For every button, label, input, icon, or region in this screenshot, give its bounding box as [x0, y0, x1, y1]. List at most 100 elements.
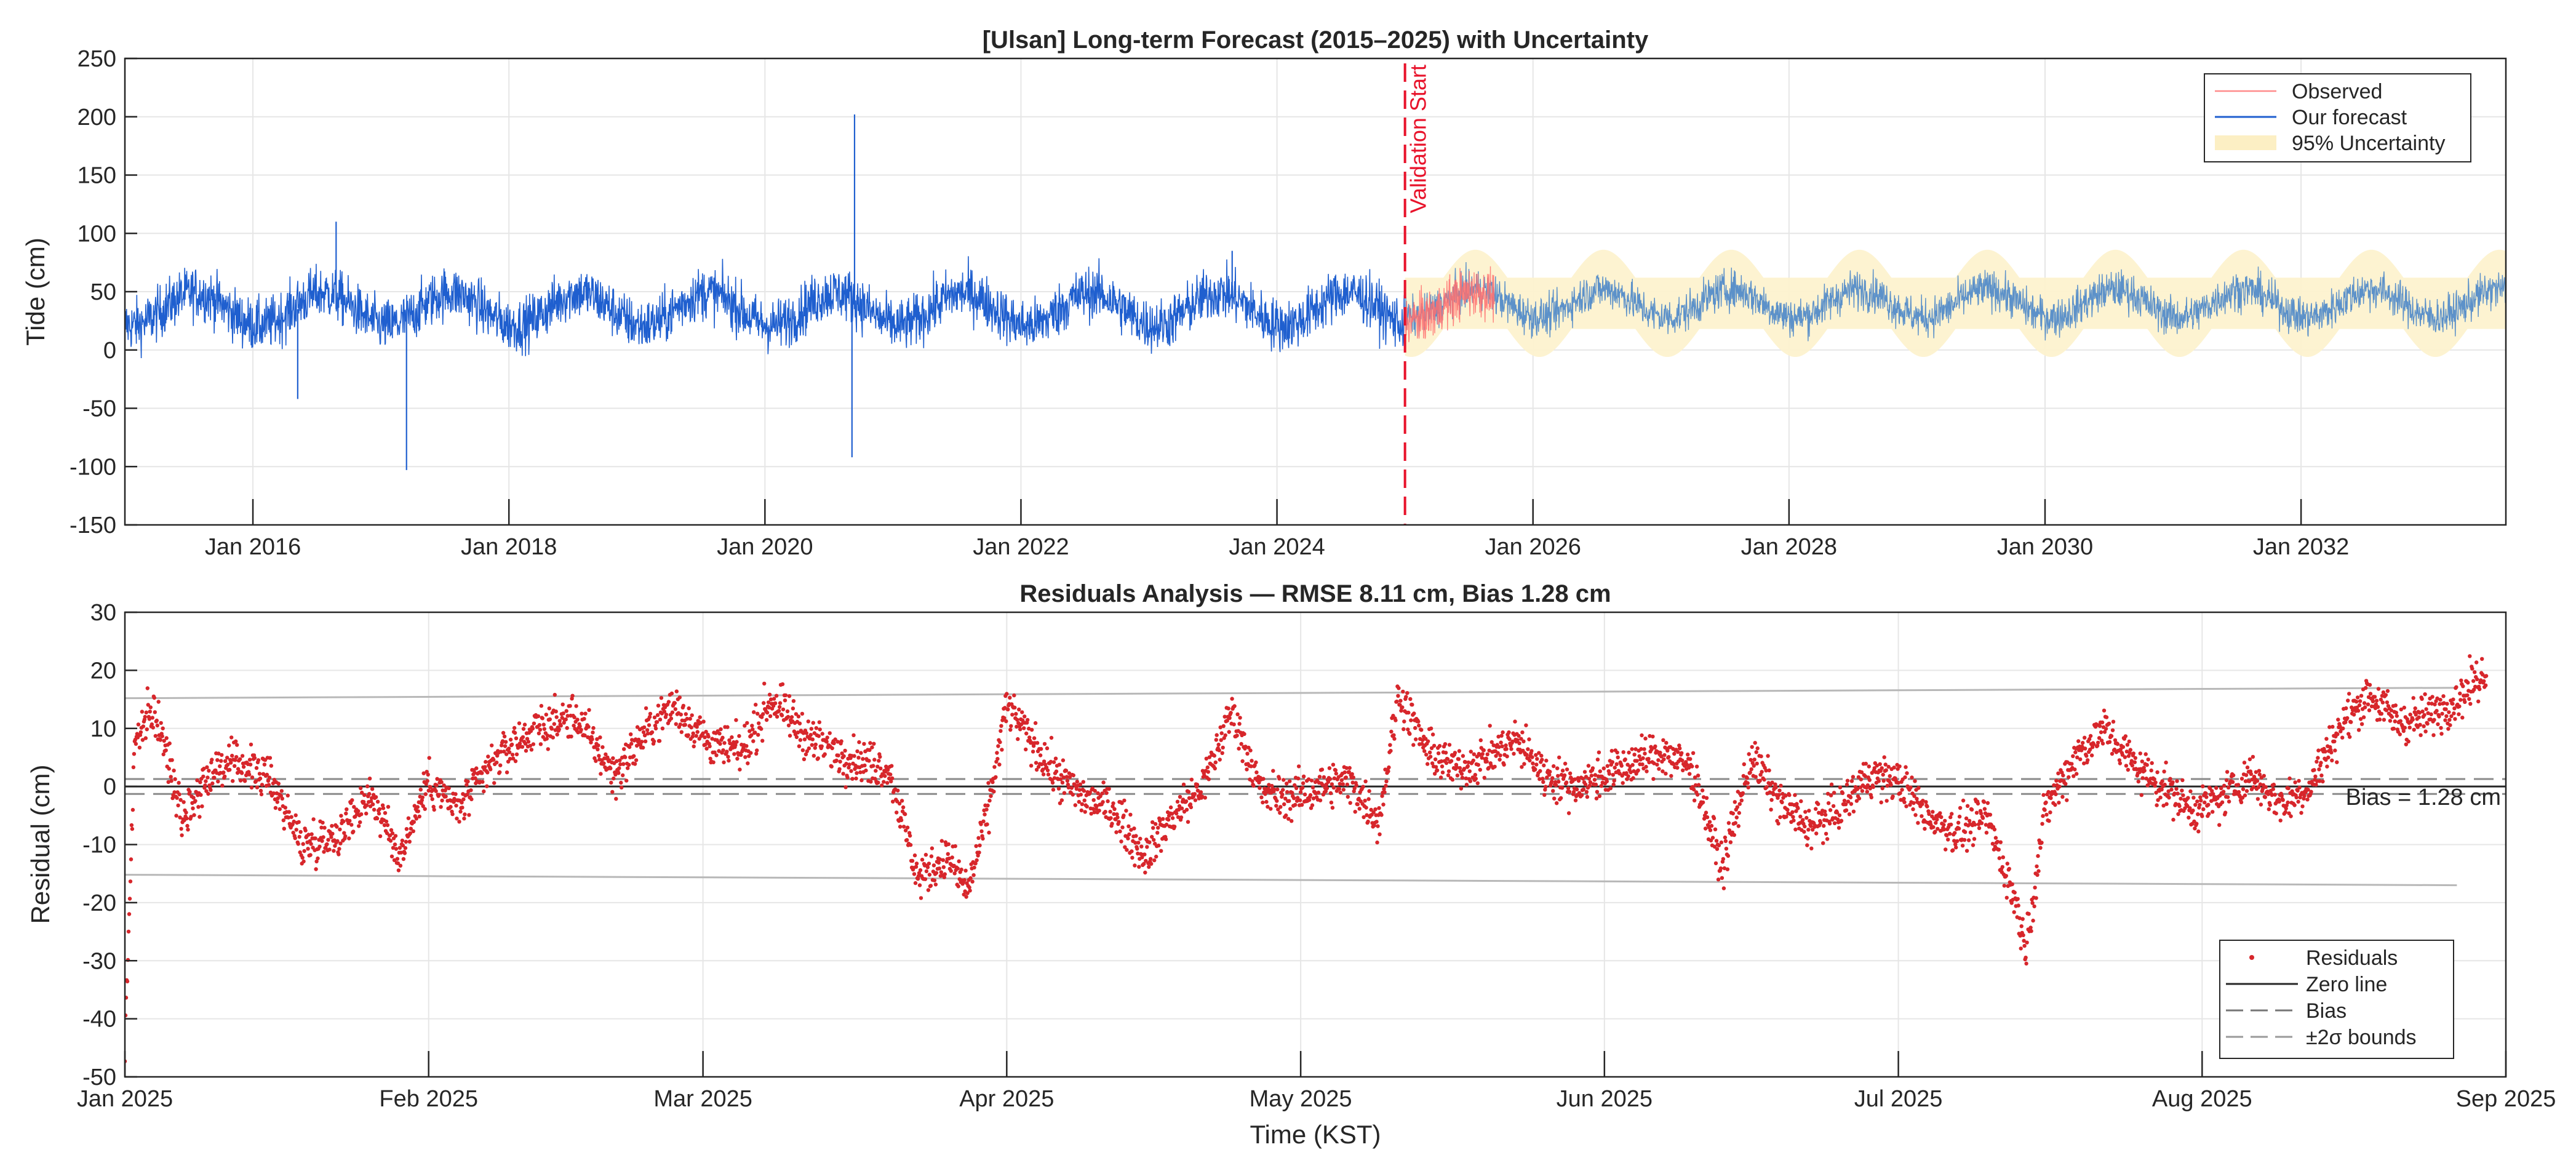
residual-point — [552, 722, 556, 726]
residual-point — [238, 778, 243, 783]
residual-point — [1920, 814, 1924, 818]
residual-point — [327, 847, 332, 852]
residual-point — [300, 855, 305, 860]
residual-point — [269, 764, 274, 768]
residual-point — [792, 729, 797, 733]
residual-point — [1867, 764, 1871, 769]
residual-point — [2388, 719, 2393, 723]
residual-point — [365, 784, 370, 789]
residual-point — [338, 841, 343, 845]
residual-point — [1248, 748, 1253, 753]
residual-point — [1732, 833, 1736, 837]
residual-point — [1636, 768, 1640, 773]
residual-point — [129, 857, 134, 861]
residual-point — [2347, 692, 2351, 696]
residual-point — [2198, 795, 2203, 799]
residual-point — [210, 781, 215, 786]
residual-point — [1690, 764, 1694, 769]
residual-point — [1805, 843, 1809, 847]
residual-point — [2046, 789, 2051, 794]
residual-point — [1804, 815, 1809, 820]
residual-point — [1046, 772, 1051, 777]
residual-point — [1006, 707, 1010, 712]
residual-point — [1366, 819, 1370, 824]
residual-point — [1381, 802, 1386, 807]
residual-point — [1611, 773, 1615, 777]
residual-point — [1796, 806, 1800, 810]
residual-point — [1449, 759, 1454, 763]
residual-point — [751, 727, 755, 732]
residual-point — [435, 777, 439, 781]
residual-point — [722, 760, 726, 765]
residual-point — [474, 766, 479, 770]
residual-point — [173, 777, 177, 781]
residual-point — [1276, 807, 1280, 812]
residual-point — [976, 853, 980, 858]
residual-point — [599, 772, 603, 776]
residual-point — [2243, 793, 2247, 797]
residual-point — [604, 752, 608, 757]
residual-point — [1491, 743, 1496, 748]
residual-point — [644, 706, 648, 711]
residual-point — [1688, 772, 1692, 776]
residual-point — [1456, 757, 1461, 761]
residual-point — [1560, 769, 1565, 773]
residual-point — [1888, 774, 1892, 778]
residual-point — [398, 863, 403, 868]
residual-point — [852, 754, 856, 758]
residual-point — [1310, 803, 1315, 807]
residual-point — [937, 866, 942, 871]
residual-point — [2293, 780, 2297, 785]
residual-point — [1386, 769, 1390, 773]
residual-point — [2283, 810, 2287, 815]
residual-point — [2075, 772, 2079, 776]
residual-point — [963, 868, 968, 873]
residual-point — [1573, 777, 1577, 781]
residual-point — [289, 815, 293, 819]
residual-point — [791, 706, 796, 711]
residual-point — [2104, 715, 2109, 719]
residuals-ytick-label: -10 — [82, 833, 116, 858]
residual-point — [1307, 797, 1312, 802]
residual-point — [1122, 798, 1127, 803]
residual-point — [899, 818, 904, 823]
residual-point — [1715, 847, 1720, 851]
residual-point — [170, 796, 175, 801]
residual-point — [1798, 814, 1803, 819]
residual-point — [1480, 752, 1485, 756]
residual-point — [258, 776, 263, 781]
residual-point — [1567, 789, 1572, 794]
residual-point — [2206, 802, 2211, 807]
residual-point — [967, 885, 971, 890]
residual-point — [1387, 765, 1391, 770]
residual-point — [1793, 793, 1797, 797]
residual-point — [396, 868, 401, 873]
residual-point — [375, 799, 380, 804]
residual-point — [2005, 861, 2009, 866]
residual-point — [1142, 852, 1147, 857]
residual-point — [1318, 798, 1323, 802]
residual-point — [1058, 801, 1063, 805]
residual-point — [2052, 783, 2056, 788]
residual-point — [1838, 785, 1843, 789]
residual-point — [296, 842, 300, 846]
residual-point — [1115, 815, 1120, 820]
residual-point — [863, 763, 867, 768]
residual-point — [1110, 821, 1114, 826]
residual-point — [1412, 711, 1416, 716]
residual-point — [2118, 761, 2123, 765]
residual-point — [1079, 793, 1083, 797]
residual-point — [1950, 812, 1954, 816]
residual-point — [1675, 765, 1680, 770]
residual-point — [544, 713, 548, 717]
residual-point — [421, 804, 425, 809]
legend-uncertainty-label: 95% Uncertainty — [2292, 132, 2445, 155]
residual-point — [2044, 800, 2048, 805]
residual-point — [797, 721, 802, 725]
residual-point — [1285, 789, 1290, 794]
residual-point — [1432, 743, 1437, 748]
residual-point — [1405, 691, 1410, 695]
residual-point — [2200, 814, 2204, 818]
residual-point — [540, 716, 544, 721]
residual-point — [191, 806, 195, 810]
